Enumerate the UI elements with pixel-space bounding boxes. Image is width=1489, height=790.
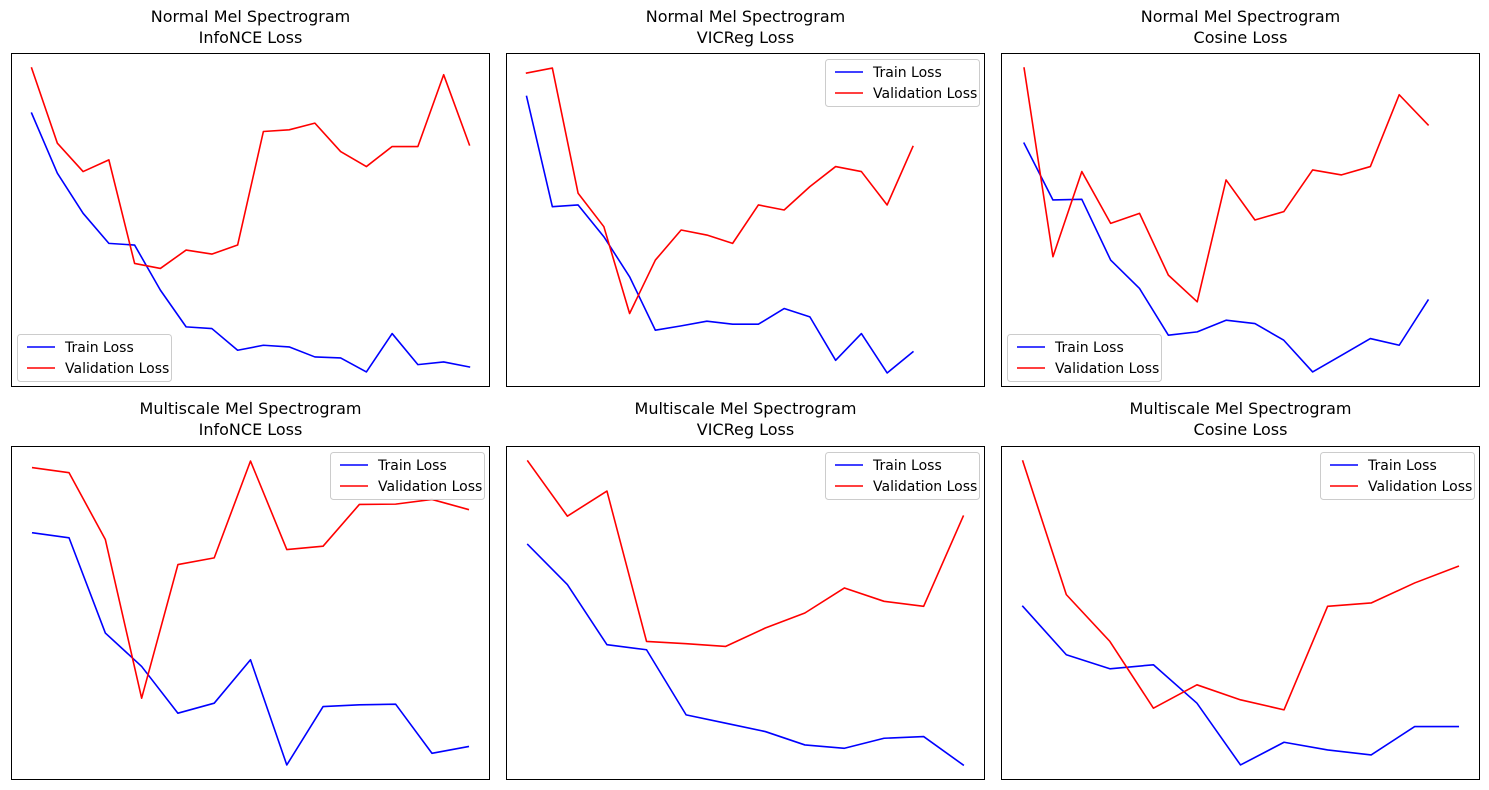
legend-label-validation: Validation Loss <box>65 361 169 377</box>
title-line-2: VICReg Loss <box>696 28 795 47</box>
title-line-1: Multiscale Mel Spectrogram <box>1129 399 1352 418</box>
legend: Train Loss Validation Loss <box>330 452 485 500</box>
series-line-train <box>30 112 471 373</box>
subplot-title: Normal Mel Spectrogram VICReg Loss <box>506 6 985 48</box>
legend: Train Loss Validation Loss <box>17 334 172 382</box>
axes-frame <box>1001 446 1480 780</box>
plot-area: Train Loss Validation Loss <box>1001 53 1480 387</box>
subplot-multiscale-vicreg: Multiscale Mel Spectrogram VICReg Loss T… <box>506 398 985 781</box>
title-line-2: InfoNCE Loss <box>198 420 303 439</box>
series-line-train <box>526 543 965 767</box>
title-line-2: InfoNCE Loss <box>198 28 303 47</box>
axes-frame <box>506 446 985 780</box>
series-line-validation <box>1021 460 1460 711</box>
legend-label-train: Train Loss <box>377 458 447 474</box>
series-line-validation <box>1023 67 1430 303</box>
legend: Train Loss Validation Loss <box>825 59 980 107</box>
series-line-train <box>1023 142 1430 373</box>
series-line-train <box>1021 605 1460 766</box>
legend-box <box>330 452 485 500</box>
plot-area: Train Loss Validation Loss <box>11 446 490 780</box>
plot-area: Train Loss Validation Loss <box>506 446 985 780</box>
title-line-1: Normal Mel Spectrogram <box>1140 7 1341 26</box>
legend-label-train: Train Loss <box>872 65 942 81</box>
subplot-multiscale-cosine: Multiscale Mel Spectrogram Cosine Loss T… <box>1001 398 1480 781</box>
legend-label-train: Train Loss <box>1367 458 1437 474</box>
plot-area: Train Loss Validation Loss <box>11 53 490 387</box>
series-line-train <box>31 531 470 766</box>
title-line-1: Normal Mel Spectrogram <box>645 7 846 26</box>
legend-label-validation: Validation Loss <box>1055 361 1159 377</box>
axes-frame <box>11 446 490 780</box>
title-line-2: Cosine Loss <box>1193 420 1288 439</box>
plot-area: Train Loss Validation Loss <box>1001 446 1480 780</box>
title-line-1: Multiscale Mel Spectrogram <box>139 399 362 418</box>
legend-box <box>1320 452 1475 500</box>
series-line-validation <box>31 460 470 699</box>
series-line-validation <box>526 459 965 648</box>
legend-box <box>17 334 172 382</box>
legend: Train Loss Validation Loss <box>1320 452 1475 500</box>
subplot-title: Normal Mel Spectrogram InfoNCE Loss <box>11 6 490 48</box>
legend-label-train: Train Loss <box>872 458 942 474</box>
subplot-title: Multiscale Mel Spectrogram Cosine Loss <box>1001 398 1480 440</box>
title-line-1: Multiscale Mel Spectrogram <box>634 399 857 418</box>
axes-frame <box>11 53 490 387</box>
subplot-multiscale-infonce: Multiscale Mel Spectrogram InfoNCE Loss … <box>11 398 490 781</box>
legend-box <box>1007 334 1162 382</box>
legend-box <box>825 59 980 107</box>
plot-area: Train Loss Validation Loss <box>506 53 985 387</box>
series-line-validation <box>525 67 914 315</box>
legend-label-validation: Validation Loss <box>873 86 977 102</box>
legend-box <box>825 452 980 500</box>
subplot-title: Normal Mel Spectrogram Cosine Loss <box>1001 6 1480 48</box>
axes-frame <box>1001 53 1480 387</box>
subplot-normal-vicreg: Normal Mel Spectrogram VICReg Loss Train… <box>506 6 985 387</box>
series-line-train <box>525 95 915 374</box>
subplot-normal-infonce: Normal Mel Spectrogram InfoNCE Loss Trai… <box>11 6 490 387</box>
axes-frame <box>506 53 985 387</box>
legend-label-train: Train Loss <box>1054 340 1124 356</box>
legend: Train Loss Validation Loss <box>825 452 980 500</box>
legend: Train Loss Validation Loss <box>1007 334 1162 382</box>
legend-label-validation: Validation Loss <box>1368 479 1472 495</box>
legend-label-validation: Validation Loss <box>873 479 977 495</box>
legend-label-validation: Validation Loss <box>378 479 482 495</box>
title-line-2: Cosine Loss <box>1193 28 1288 47</box>
subplot-normal-cosine: Normal Mel Spectrogram Cosine Loss Train… <box>1001 6 1480 387</box>
legend-label-train: Train Loss <box>64 340 134 356</box>
subplot-title: Multiscale Mel Spectrogram InfoNCE Loss <box>11 398 490 440</box>
title-line-2: VICReg Loss <box>696 420 795 439</box>
series-line-validation <box>30 67 471 270</box>
title-line-1: Normal Mel Spectrogram <box>150 7 351 26</box>
subplot-title: Multiscale Mel Spectrogram VICReg Loss <box>506 398 985 440</box>
